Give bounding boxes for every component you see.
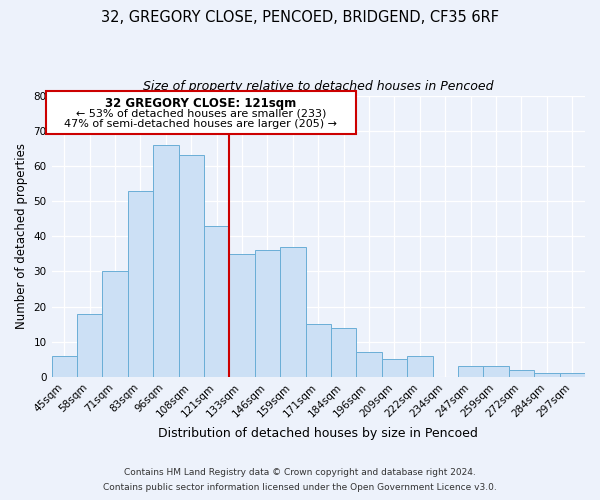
Bar [280, 247, 305, 377]
Y-axis label: Number of detached properties: Number of detached properties [15, 144, 28, 330]
Text: Contains HM Land Registry data © Crown copyright and database right 2024.: Contains HM Land Registry data © Crown c… [124, 468, 476, 477]
Text: 32 GREGORY CLOSE: 121sqm: 32 GREGORY CLOSE: 121sqm [105, 97, 296, 110]
Bar [153, 145, 179, 377]
Bar [458, 366, 484, 377]
Text: ← 53% of detached houses are smaller (233): ← 53% of detached houses are smaller (23… [76, 108, 326, 118]
Bar [179, 156, 204, 377]
Bar [255, 250, 280, 377]
Bar [128, 190, 153, 377]
Text: 47% of semi-detached houses are larger (205) →: 47% of semi-detached houses are larger (… [64, 120, 337, 130]
Bar [509, 370, 534, 377]
Bar [356, 352, 382, 377]
X-axis label: Distribution of detached houses by size in Pencoed: Distribution of detached houses by size … [158, 427, 478, 440]
Bar [103, 272, 128, 377]
Bar [484, 366, 509, 377]
Bar [229, 254, 255, 377]
Text: Contains public sector information licensed under the Open Government Licence v3: Contains public sector information licen… [103, 483, 497, 492]
Bar [77, 314, 103, 377]
Bar [204, 226, 229, 377]
Bar [305, 324, 331, 377]
Bar [382, 360, 407, 377]
Title: Size of property relative to detached houses in Pencoed: Size of property relative to detached ho… [143, 80, 494, 93]
Bar [331, 328, 356, 377]
FancyBboxPatch shape [46, 92, 356, 134]
Text: 32, GREGORY CLOSE, PENCOED, BRIDGEND, CF35 6RF: 32, GREGORY CLOSE, PENCOED, BRIDGEND, CF… [101, 10, 499, 25]
Bar [560, 374, 585, 377]
Bar [52, 356, 77, 377]
Bar [534, 374, 560, 377]
Bar [407, 356, 433, 377]
